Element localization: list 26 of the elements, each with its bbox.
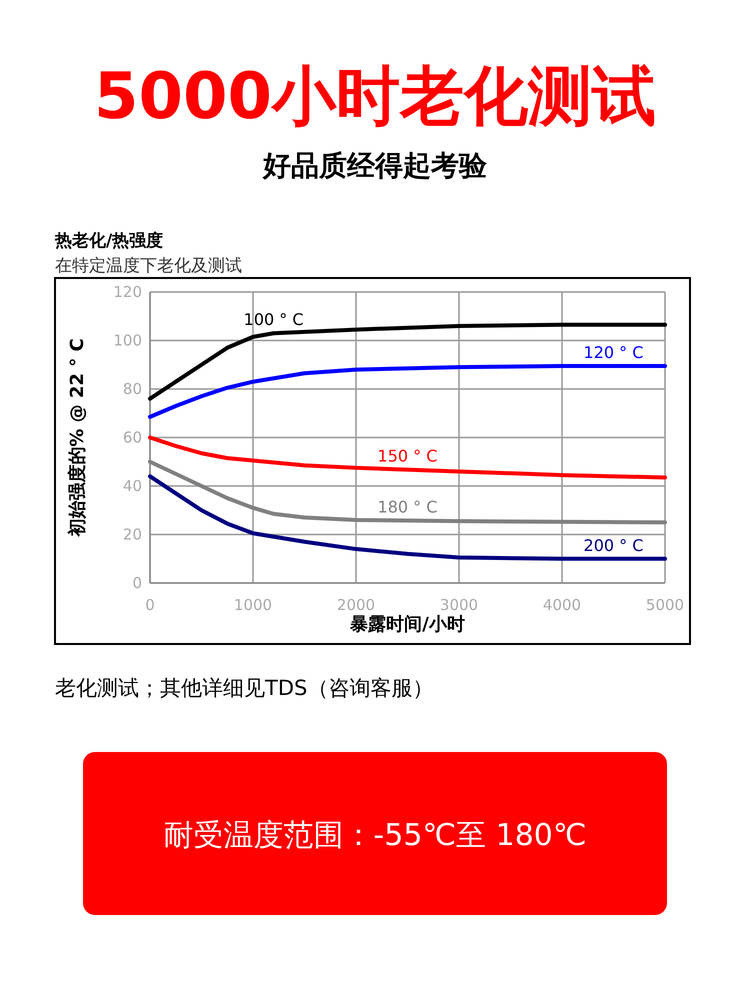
series-label: 150 ° C <box>378 446 438 466</box>
chart-title: 5000小时老化测试 <box>94 60 656 134</box>
y-tick-label: 40 <box>122 477 142 495</box>
x-tick-label: 4000 <box>542 596 582 614</box>
x-tick-label: 3000 <box>440 596 478 614</box>
text: 耐受温度范围：-55℃至 180℃ <box>163 818 587 853</box>
y-tick-label: 100 <box>113 332 142 350</box>
y-tick-label: 120 <box>113 283 142 301</box>
series-label: 180 ° C <box>378 498 438 517</box>
text: 老化测试；其他详细见TDS（咨询客服） <box>55 676 434 700</box>
x-tick-label: 5000 <box>646 596 684 614</box>
y-tick-label: 20 <box>122 526 142 544</box>
x-tick-label: 0 <box>145 596 155 614</box>
series-label: 200 ° C <box>584 536 644 555</box>
text: 在特定温度下老化及测试 <box>55 256 242 276</box>
y-axis-title: 初始强度的% @ 22 ° C <box>67 338 88 538</box>
y-tick-label: 60 <box>122 428 142 446</box>
text: 热老化/热强度 <box>54 231 164 251</box>
chart-subtitle: 好品质经得起考验 <box>262 149 488 182</box>
x-axis-title: 暴露时间/小时 <box>349 614 465 635</box>
series-label: 100 ° C <box>244 310 304 330</box>
y-tick-label: 80 <box>122 380 142 398</box>
x-tick-label: 1000 <box>234 596 272 614</box>
series-label: 120 ° C <box>584 342 644 362</box>
x-tick-label: 2000 <box>336 596 376 614</box>
y-tick-label: 0 <box>132 574 142 592</box>
